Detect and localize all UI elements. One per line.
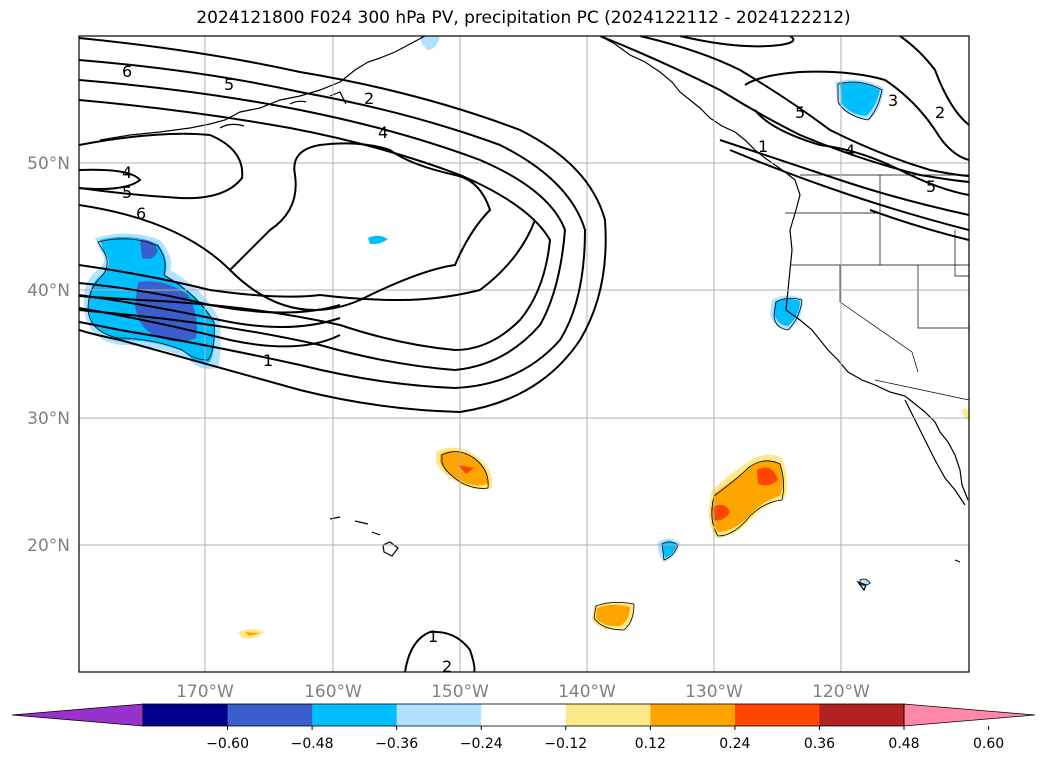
gridlines xyxy=(79,36,969,672)
lat-tick: 30°N xyxy=(27,409,70,429)
pv-label: 5 xyxy=(122,183,132,202)
precip-outline-contours xyxy=(87,81,883,631)
colorbar-segment xyxy=(143,704,229,726)
colorbar-tick-label: −0.48 xyxy=(291,736,334,752)
lon-tick: 130°W xyxy=(685,682,743,702)
lon-tick: 150°W xyxy=(431,682,489,702)
colorbar-ticks: −0.60 −0.48 −0.36 −0.24 −0.12 0.12 0.24 0.36 0.4… xyxy=(206,726,1004,752)
colorbar-tick-label: −0.36 xyxy=(375,736,418,752)
pv-label: 4 xyxy=(378,123,388,142)
map-panel: 6 5 4 2 4 5 6 1 1 2 3 2 5 4 5 1 xyxy=(79,36,969,676)
pv-label: 3 xyxy=(888,91,898,110)
colorbar-segment xyxy=(650,704,736,726)
pv-contour-labels: 6 5 4 2 4 5 6 1 1 2 3 2 5 4 5 1 xyxy=(122,62,945,676)
colorbar-tick-label: 0.36 xyxy=(804,736,835,752)
pv-label: 1 xyxy=(263,351,273,370)
colorbar-segments xyxy=(11,703,1036,727)
colorbar-tick-label: 0.48 xyxy=(888,736,919,752)
pv-label: 2 xyxy=(442,657,452,676)
colorbar-tick-label: 0.60 xyxy=(973,736,1004,752)
map-title: 2024121800 F024 300 hPa PV, precipitatio… xyxy=(196,8,851,28)
lat-tick: 50°N xyxy=(27,154,70,174)
lon-tick: 170°W xyxy=(176,682,234,702)
pv-label: 2 xyxy=(935,103,945,122)
colorbar-segment xyxy=(481,704,567,726)
pv-label: 5 xyxy=(926,177,936,196)
lon-tick-labels: 170°W 160°W 150°W 140°W 130°W 120°W xyxy=(176,682,870,702)
pv-label: 2 xyxy=(364,89,374,108)
colorbar-segment xyxy=(396,704,482,726)
coastlines xyxy=(99,36,969,592)
pv-label: 6 xyxy=(136,204,146,223)
colorbar-segment xyxy=(312,704,398,726)
pv-label: 4 xyxy=(122,163,132,182)
pv-label: 4 xyxy=(845,141,855,160)
map-frame xyxy=(78,35,970,673)
colorbar-tick-label: −0.24 xyxy=(460,736,503,752)
pv-label: 1 xyxy=(428,627,438,646)
political-borders xyxy=(785,174,969,401)
pv-label: 6 xyxy=(122,62,132,81)
pv-label: 5 xyxy=(795,103,805,122)
lon-tick: 160°W xyxy=(304,682,362,702)
colorbar-extend-high xyxy=(903,703,1036,727)
colorbar-tick-label: −0.12 xyxy=(544,736,587,752)
colorbar-tick-label: 0.12 xyxy=(635,736,666,752)
pv-contours xyxy=(79,36,969,672)
colorbar-tick-label: 0.24 xyxy=(719,736,750,752)
colorbar-segment xyxy=(227,704,313,726)
colorbar-segment xyxy=(734,704,820,726)
colorbar-extend-low xyxy=(11,703,144,727)
colorbar-segment xyxy=(819,704,905,726)
lon-tick: 120°W xyxy=(812,682,870,702)
colorbar-segment xyxy=(565,704,651,726)
pv-label: 5 xyxy=(224,75,234,94)
colorbar-tick-label: −0.60 xyxy=(206,736,249,752)
lat-tick: 40°N xyxy=(27,281,70,301)
lon-tick: 140°W xyxy=(558,682,616,702)
lat-tick: 20°N xyxy=(27,536,70,556)
colorbar: −0.60 −0.48 −0.36 −0.24 −0.12 0.12 0.24 0.36 0.4… xyxy=(11,703,1036,752)
pv-label: 1 xyxy=(758,137,768,156)
lat-tick-labels: 50°N 40°N 30°N 20°N xyxy=(27,154,70,556)
